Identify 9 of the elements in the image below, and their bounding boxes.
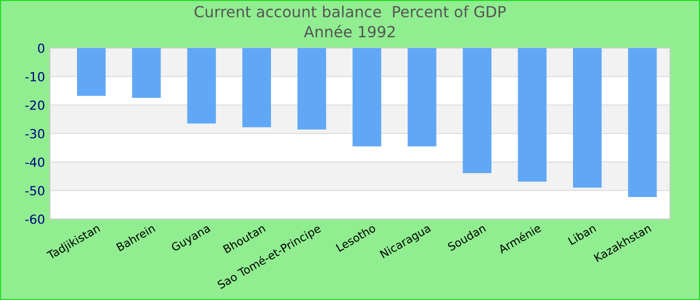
y-tick-label: -20 (25, 100, 44, 110)
y-tick-label: -10 (25, 72, 44, 82)
y-tick-label: -40 (25, 157, 44, 167)
chart-subtitle: Année 1992 (304, 24, 395, 38)
y-tick-label: -60 (25, 214, 44, 224)
y-tick-label: -30 (25, 128, 44, 138)
y-tick-label: 0 (38, 43, 44, 53)
y-tick-label: -50 (25, 186, 44, 196)
chart-title: Current account balance Percent of GDP (194, 6, 506, 18)
